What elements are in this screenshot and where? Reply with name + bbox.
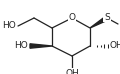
Text: O: O [69, 13, 75, 22]
Polygon shape [30, 44, 52, 48]
Text: HO: HO [2, 22, 16, 30]
Polygon shape [90, 16, 108, 28]
Text: HO: HO [14, 42, 28, 50]
Text: OH: OH [65, 69, 79, 74]
Text: S: S [104, 13, 110, 22]
Text: OH: OH [110, 42, 120, 50]
